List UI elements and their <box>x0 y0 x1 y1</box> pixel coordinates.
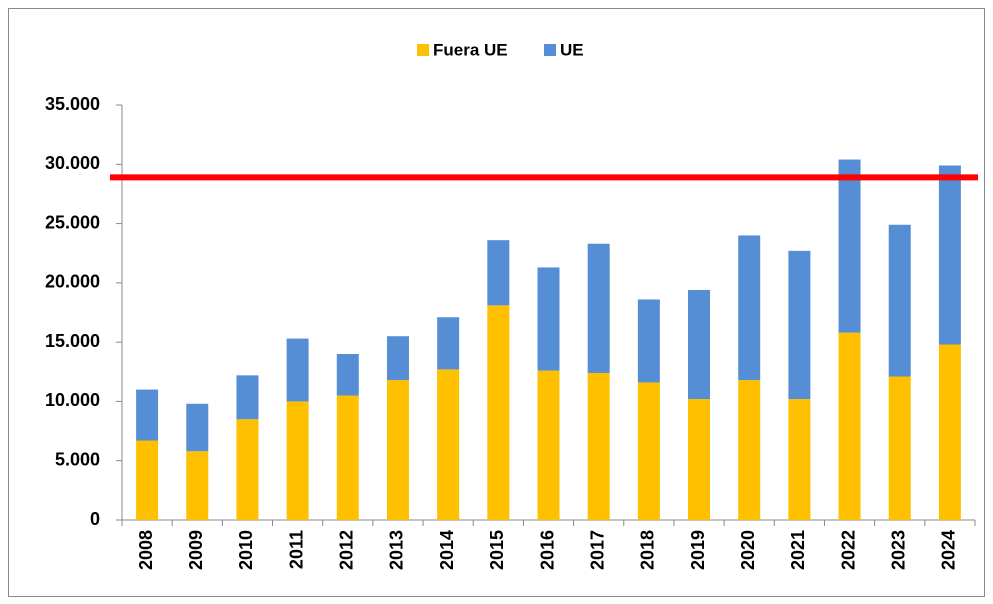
bar-segment <box>638 299 660 382</box>
bar-segment <box>788 399 810 520</box>
bar-segment <box>839 160 861 333</box>
y-tick-label: 25.000 <box>45 212 100 232</box>
x-tick-label: 2010 <box>236 530 256 570</box>
bar-segment <box>387 380 409 520</box>
bar-segment <box>387 336 409 380</box>
x-tick-label: 2016 <box>537 530 557 570</box>
legend-label: Fuera UE <box>433 40 508 59</box>
bar-segment <box>236 375 258 419</box>
y-tick-label: 35.000 <box>45 94 100 114</box>
bar-segment <box>487 305 509 520</box>
x-tick-label: 2020 <box>738 530 758 570</box>
y-tick-label: 20.000 <box>45 272 100 292</box>
y-tick-label: 10.000 <box>45 390 100 410</box>
bar-segment <box>437 369 459 520</box>
legend-label: UE <box>560 40 584 59</box>
bar-segment <box>487 240 509 305</box>
page: {"chart_data": {"type": "stacked_bar", "… <box>0 0 993 604</box>
legend-swatch <box>544 44 556 56</box>
y-tick-label: 15.000 <box>45 331 100 351</box>
bar-segment <box>136 441 158 520</box>
x-tick-label: 2014 <box>437 530 457 570</box>
bar-segment <box>186 451 208 520</box>
bar-segment <box>939 165 961 344</box>
x-tick-label: 2024 <box>939 530 959 570</box>
bar-segment <box>437 317 459 369</box>
x-tick-label: 2022 <box>838 530 858 570</box>
y-tick-label: 0 <box>90 509 100 529</box>
bar-segment <box>638 382 660 520</box>
bar-segment <box>287 339 309 402</box>
x-tick-label: 2018 <box>638 530 658 570</box>
y-tick-label: 30.000 <box>45 153 100 173</box>
bar-segment <box>588 244 610 373</box>
x-tick-label: 2021 <box>788 530 808 570</box>
bar-segment <box>738 235 760 380</box>
bar-segment <box>939 345 961 520</box>
x-tick-label: 2012 <box>337 530 357 570</box>
x-tick-label: 2015 <box>487 530 507 570</box>
bar-segment <box>287 401 309 520</box>
bar-segment <box>538 371 560 520</box>
bar-segment <box>889 377 911 520</box>
x-tick-label: 2017 <box>587 530 607 570</box>
bar-segment <box>588 373 610 520</box>
x-tick-label: 2008 <box>136 530 156 570</box>
x-tick-label: 2023 <box>888 530 908 570</box>
x-tick-label: 2019 <box>688 530 708 570</box>
bar-segment <box>839 333 861 520</box>
bar-segment <box>788 251 810 399</box>
bar-segment <box>186 404 208 451</box>
bar-segment <box>738 380 760 520</box>
bar-segment <box>337 354 359 396</box>
bar-segment <box>136 390 158 441</box>
x-tick-label: 2009 <box>186 530 206 570</box>
bar-segment <box>538 267 560 370</box>
bar-segment <box>236 419 258 520</box>
bar-segment <box>889 225 911 377</box>
x-tick-label: 2013 <box>387 530 407 570</box>
bar-segment <box>688 399 710 520</box>
x-tick-label: 2011 <box>286 530 306 569</box>
y-tick-label: 5.000 <box>55 449 100 469</box>
chart: Fuera UE UE 0 5.000 10.000 15.000 20.000 25.000… <box>0 0 993 604</box>
legend-swatch <box>417 44 429 56</box>
bar-segment <box>688 290 710 399</box>
bar-segment <box>337 396 359 521</box>
